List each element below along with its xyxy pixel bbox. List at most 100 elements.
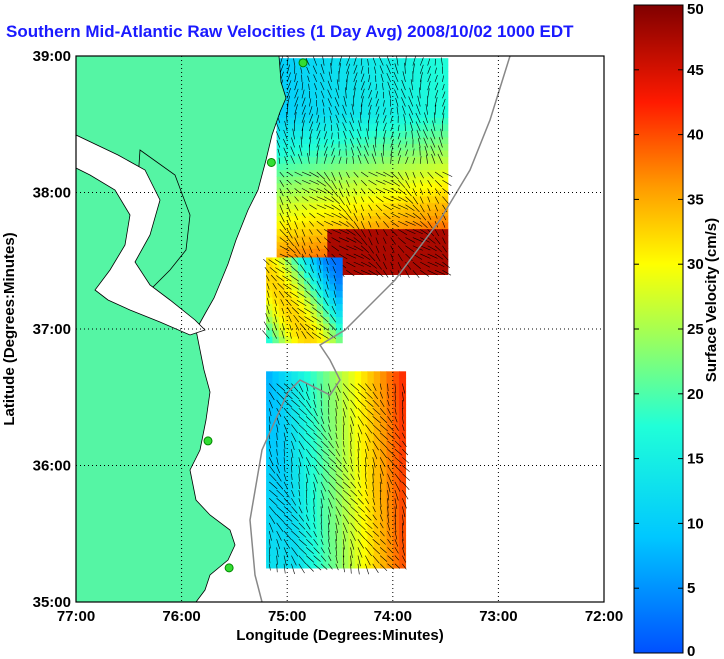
velocity-cell <box>272 404 280 412</box>
velocity-arrow <box>372 465 375 476</box>
velocity-cell <box>409 202 417 210</box>
colorbar-gradient <box>633 4 684 654</box>
velocity-cell <box>359 254 366 262</box>
velocity-arrow <box>383 196 393 202</box>
velocity-arrow <box>383 229 388 237</box>
velocity-cell <box>320 58 328 66</box>
velocity-cell <box>266 257 274 265</box>
velocity-cell <box>384 156 392 164</box>
velocity-arrow <box>318 332 329 339</box>
velocity-cell <box>386 417 394 425</box>
velocity-cell <box>295 104 303 112</box>
velocity-arrow <box>269 498 278 507</box>
velocity-cell <box>304 482 312 490</box>
velocity-arrow <box>335 448 341 457</box>
velocity-arrow <box>356 137 362 148</box>
velocity-cell <box>346 156 354 164</box>
velocity-arrow <box>434 82 439 91</box>
velocity-arrow <box>346 253 357 259</box>
velocity-arrow <box>408 96 414 107</box>
velocity-arrow <box>282 266 292 274</box>
velocity-arrow <box>383 171 393 178</box>
velocity-arrow <box>383 179 394 186</box>
velocity-arrow <box>320 465 329 474</box>
velocity-cell <box>435 248 442 256</box>
velocity-cell <box>314 182 322 190</box>
velocity-arrow <box>397 220 408 227</box>
velocity-cell <box>276 248 284 256</box>
velocity-cell <box>266 316 274 324</box>
velocity-arrow <box>298 416 308 424</box>
velocity-arrow <box>368 89 372 99</box>
velocity-cell <box>348 508 356 517</box>
velocity-arrow <box>393 72 399 83</box>
velocity-cell <box>378 77 385 85</box>
velocity-cell <box>285 508 293 517</box>
velocity-cell <box>320 123 328 131</box>
velocity-cell <box>308 143 316 151</box>
velocity-cell <box>295 136 303 144</box>
velocity-arrow <box>430 128 436 140</box>
velocity-cell <box>278 449 286 458</box>
velocity-cell <box>378 117 385 125</box>
colorbar-tick-label: 50 <box>687 1 704 18</box>
colorbar-tick-label: 0 <box>687 643 695 659</box>
velocity-cell <box>272 456 280 464</box>
velocity-arrow <box>379 530 385 537</box>
velocity-arrow <box>375 237 379 245</box>
velocity-cell <box>390 136 398 144</box>
velocity-cell <box>285 309 293 318</box>
velocity-cell <box>392 456 400 464</box>
velocity-cell <box>310 476 318 484</box>
velocity-cell <box>392 404 400 412</box>
velocity-cell <box>416 202 423 210</box>
velocity-cell <box>361 377 369 386</box>
velocity-cell <box>378 215 385 223</box>
velocity-cell <box>340 208 347 217</box>
velocity-cell <box>403 176 411 184</box>
velocity-cell <box>320 104 328 112</box>
velocity-cell <box>335 290 343 298</box>
velocity-cell <box>371 235 379 243</box>
velocity-arrow <box>365 399 374 407</box>
velocity-cell <box>304 404 312 412</box>
velocity-cell <box>380 390 388 399</box>
velocity-cell <box>276 169 284 177</box>
velocity-arrow <box>434 188 441 196</box>
velocity-cell <box>342 377 350 386</box>
velocity-cell <box>352 241 360 249</box>
velocity-arrow <box>374 66 377 74</box>
velocity-cell <box>310 283 318 291</box>
velocity-cell <box>371 248 379 256</box>
velocity-cell <box>397 149 404 158</box>
velocity-arrow <box>331 229 342 234</box>
velocity-cell <box>297 436 305 444</box>
velocity-cell <box>378 169 385 177</box>
velocity-cell <box>308 195 316 203</box>
velocity-arrow <box>402 424 405 431</box>
velocity-cell <box>333 58 341 66</box>
velocity-cell <box>403 195 411 203</box>
velocity-cell <box>282 136 290 144</box>
velocity-arrow <box>286 87 291 99</box>
velocity-cell <box>386 390 394 399</box>
velocity-arrow <box>420 253 431 259</box>
velocity-arrow <box>394 424 399 431</box>
velocity-cell <box>371 189 379 197</box>
velocity-arrow <box>353 196 357 204</box>
velocity-cell <box>297 410 305 418</box>
velocity-cell <box>380 548 388 556</box>
velocity-arrow <box>275 122 281 132</box>
velocity-cell <box>428 248 436 256</box>
velocity-arrow <box>394 506 397 517</box>
velocity-arrow <box>323 131 327 140</box>
velocity-arrow <box>402 489 409 500</box>
velocity-cell <box>384 195 392 203</box>
velocity-arrow <box>313 440 323 449</box>
velocity-arrow <box>305 57 310 66</box>
velocity-arrow <box>323 146 328 156</box>
velocity-cell <box>390 235 398 243</box>
velocity-arrow <box>405 180 411 189</box>
velocity-cell <box>335 561 343 569</box>
